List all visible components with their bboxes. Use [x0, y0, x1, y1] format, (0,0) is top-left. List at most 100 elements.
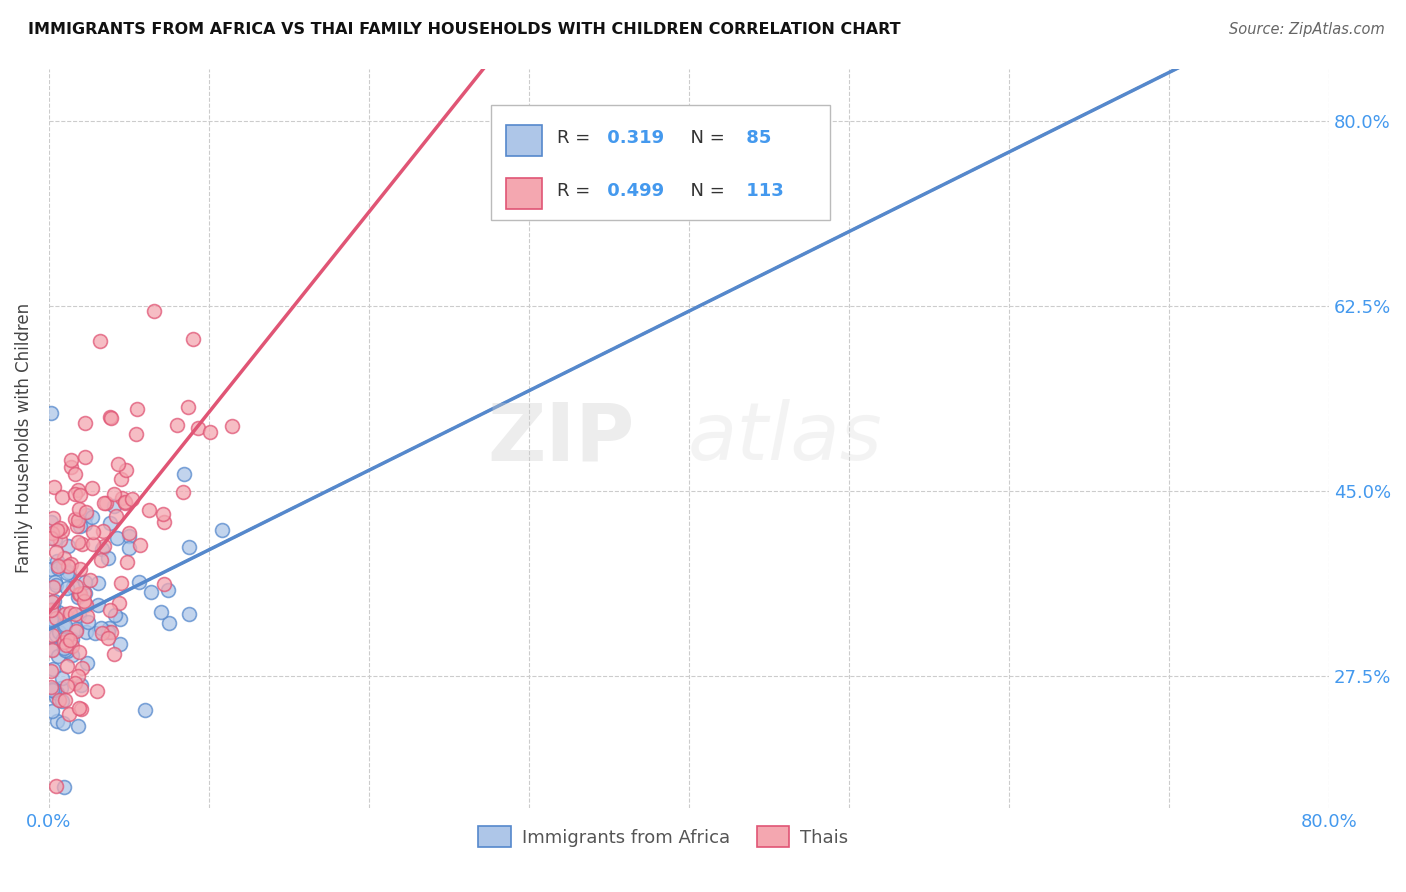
Point [73, 586, 96, 600]
Point [45, 545, 67, 559]
Point [52, 619, 75, 633]
Point [41, 662, 63, 676]
Point [67, 700, 90, 714]
Point [65, 624, 87, 638]
Point [93, 496, 115, 510]
FancyBboxPatch shape [506, 178, 541, 209]
Point [94, 495, 117, 509]
Point [67, 644, 90, 658]
Point [177, 607, 200, 621]
Point [157, 616, 180, 631]
Point [39, 680, 62, 694]
Point [91, 524, 114, 539]
Point [46, 648, 69, 663]
Point [97, 631, 120, 645]
Point [153, 516, 176, 530]
Point [82, 537, 104, 551]
Point [49, 533, 72, 548]
Point [65, 622, 87, 636]
Point [53, 550, 76, 565]
Point [97, 621, 120, 635]
Point [67, 719, 90, 733]
Point [114, 495, 136, 509]
Point [46, 554, 69, 568]
Point [41, 643, 63, 657]
Point [173, 467, 195, 481]
Text: N =: N = [679, 128, 730, 146]
Point [45, 611, 67, 625]
Point [52, 632, 75, 647]
Text: 113: 113 [740, 183, 783, 201]
Point [51, 671, 73, 685]
Point [187, 421, 209, 435]
Point [104, 607, 127, 622]
Point [142, 303, 165, 318]
Point [67, 608, 90, 623]
Point [65, 579, 87, 593]
Point [39, 406, 62, 420]
Point [53, 618, 76, 632]
Point [150, 606, 173, 620]
Point [39, 515, 62, 529]
Point [87, 576, 110, 591]
Point [45, 523, 67, 537]
Point [39, 611, 62, 625]
Point [52, 559, 75, 574]
Point [138, 503, 160, 517]
Point [49, 521, 72, 535]
Point [39, 603, 62, 617]
Point [63, 467, 86, 481]
Point [62, 580, 84, 594]
Point [53, 693, 76, 707]
Point [55, 638, 77, 652]
Text: R =: R = [557, 183, 596, 201]
Point [70, 682, 93, 697]
Point [42, 511, 65, 525]
Point [39, 614, 62, 628]
Point [39, 603, 62, 617]
Point [41, 595, 63, 609]
Point [60, 632, 83, 646]
Point [97, 550, 120, 565]
Point [76, 608, 98, 623]
Point [97, 624, 120, 639]
Point [69, 678, 91, 692]
Point [41, 681, 63, 696]
Legend: Immigrants from Africa, Thais: Immigrants from Africa, Thais [471, 819, 855, 855]
Point [63, 512, 86, 526]
Point [127, 402, 149, 417]
Point [70, 702, 93, 716]
Text: 85: 85 [740, 128, 772, 146]
Point [41, 704, 63, 718]
Point [46, 559, 69, 574]
Point [75, 625, 97, 640]
Point [221, 419, 243, 434]
FancyBboxPatch shape [491, 105, 830, 220]
Point [87, 598, 110, 612]
Point [72, 661, 94, 675]
Point [91, 626, 114, 640]
Point [46, 686, 69, 700]
Point [75, 574, 97, 589]
Point [66, 669, 89, 683]
Point [69, 488, 91, 502]
Point [134, 703, 156, 717]
Point [65, 675, 87, 690]
Point [63, 487, 86, 501]
Point [198, 425, 221, 440]
Point [100, 625, 122, 640]
Point [110, 612, 132, 626]
Point [125, 426, 148, 441]
Point [60, 453, 83, 467]
Text: 0.499: 0.499 [600, 183, 664, 201]
Point [42, 601, 65, 615]
Point [41, 627, 63, 641]
Point [56, 559, 79, 574]
Point [53, 607, 76, 621]
Point [55, 679, 77, 693]
Point [60, 460, 83, 475]
Point [73, 416, 96, 430]
Point [98, 409, 121, 424]
Point [44, 532, 66, 546]
Point [100, 410, 122, 425]
